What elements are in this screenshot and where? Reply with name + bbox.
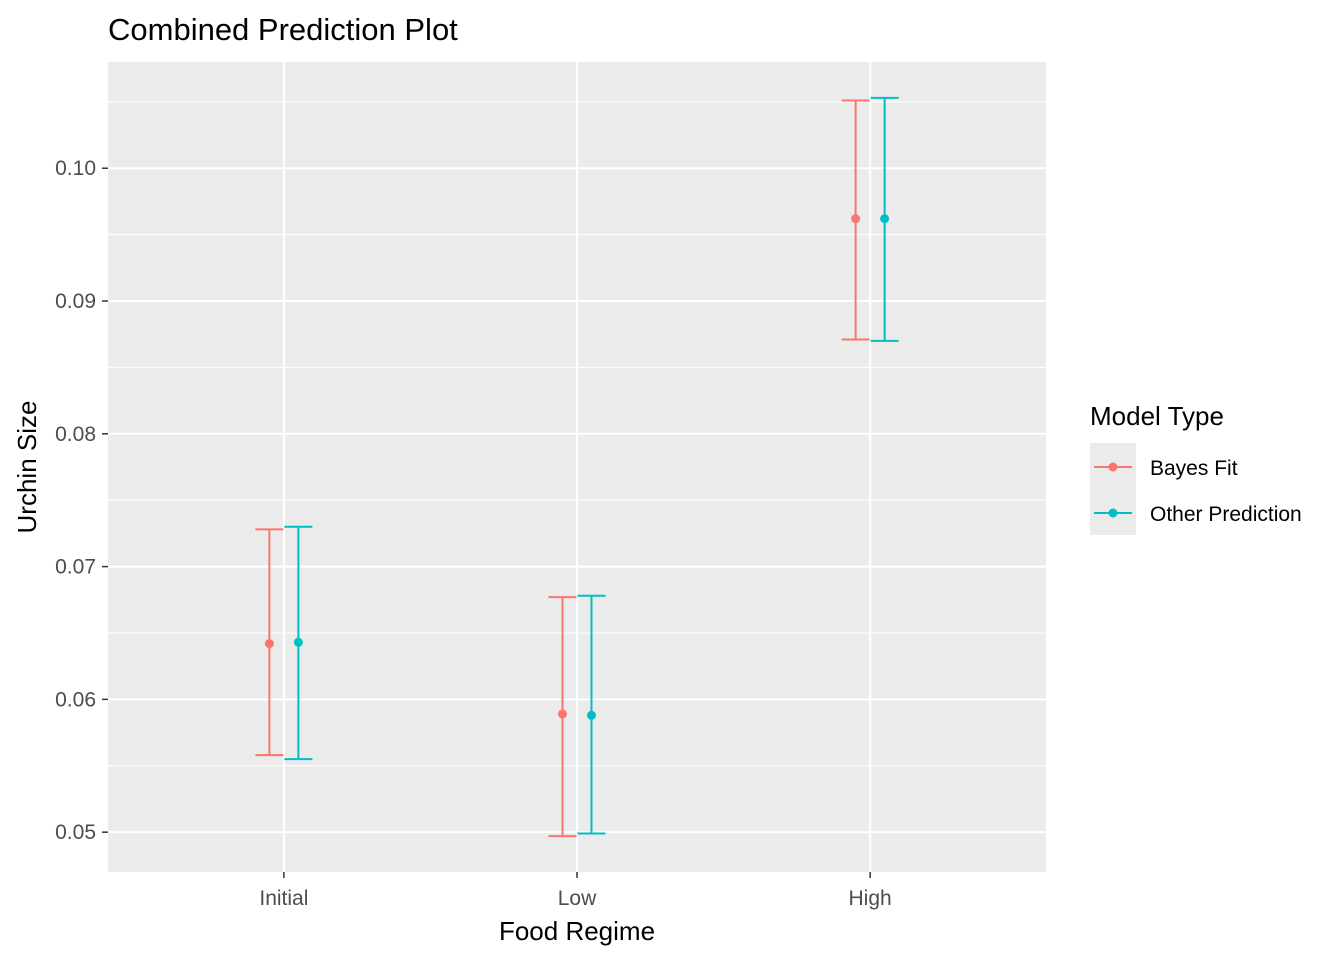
data-point: [587, 710, 596, 720]
y-tick-label: 0.06: [55, 688, 96, 711]
legend: Model Type Bayes Fit Other Prediction: [1090, 401, 1302, 535]
y-tick-label: 0.09: [55, 290, 96, 313]
data-point: [264, 639, 274, 649]
legend-key-point: [1108, 462, 1118, 472]
data-point: [851, 214, 861, 224]
data-point: [880, 214, 890, 224]
x-axis-ticks: Initial Low High: [259, 872, 892, 910]
y-axis-title: Urchin Size: [12, 401, 42, 534]
legend-key-background: [1090, 443, 1136, 535]
x-tick-label: High: [849, 887, 892, 910]
y-tick-label: 0.08: [55, 423, 96, 446]
data-point: [293, 637, 303, 647]
y-tick-label: 0.05: [55, 821, 96, 844]
y-tick-label: 0.07: [55, 556, 96, 579]
legend-key-point: [1108, 508, 1118, 518]
x-tick-label: Initial: [259, 887, 308, 910]
y-tick-label: 0.10: [55, 157, 96, 180]
data-point: [558, 709, 567, 719]
y-axis-ticks: 0.05 0.06 0.07 0.08 0.09 0.10: [55, 157, 108, 844]
major-gridlines: [108, 62, 1046, 872]
legend-label: Bayes Fit: [1150, 457, 1238, 480]
chart-title: Combined Prediction Plot: [108, 12, 458, 47]
data-marks: [255, 96, 899, 838]
legend-label: Other Prediction: [1150, 503, 1302, 526]
legend-title: Model Type: [1090, 401, 1224, 431]
x-tick-label: Low: [558, 887, 597, 910]
x-axis-title: Food Regime: [499, 916, 655, 946]
